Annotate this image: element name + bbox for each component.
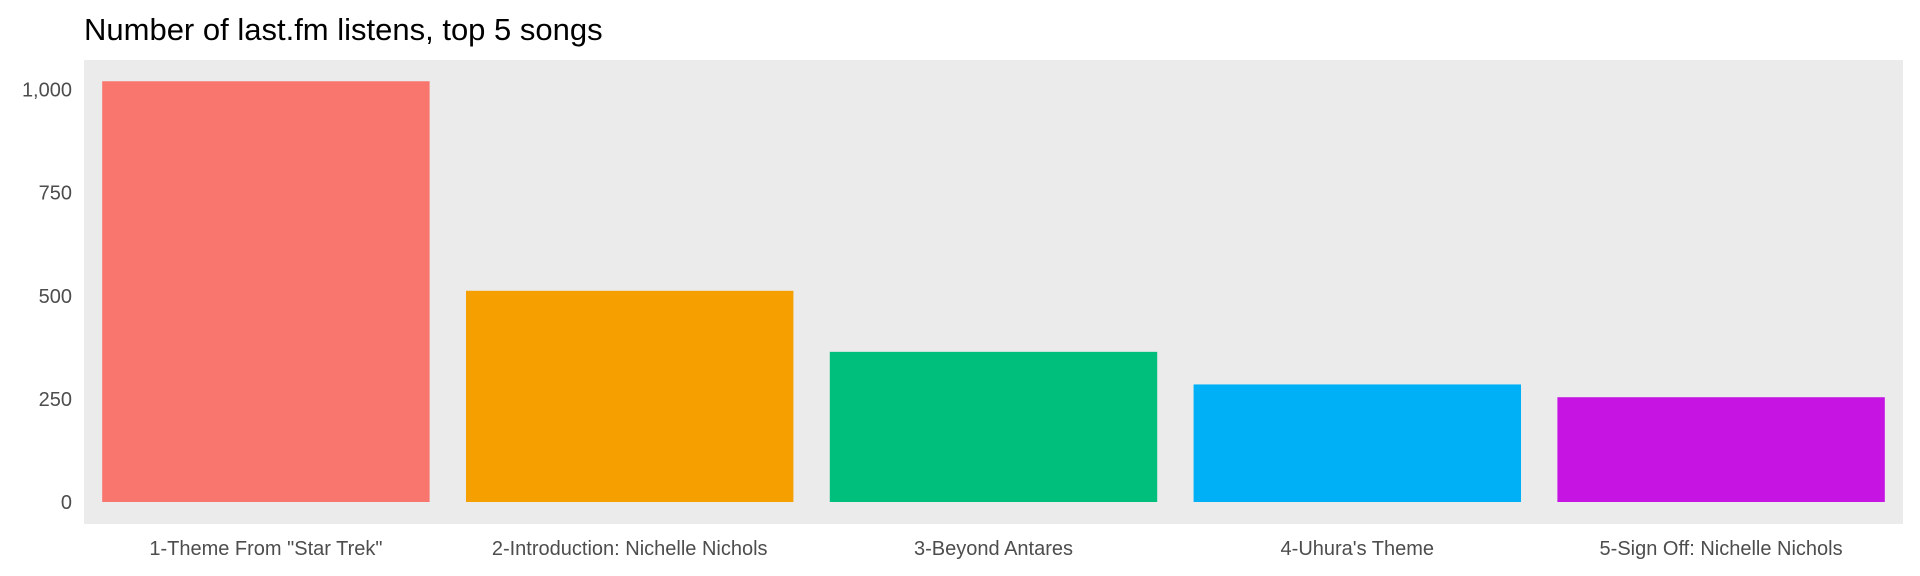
x-axis: 1-Theme From "Star Trek" 2-Introduction: … (149, 538, 1842, 560)
bar (1557, 397, 1885, 502)
chart-title: Number of last.fm listens, top 5 songs (84, 12, 603, 47)
bars-group (102, 81, 1885, 502)
x-tick-label: 1-Theme From "Star Trek" (149, 538, 382, 560)
y-tick-label: 750 (39, 183, 72, 205)
bar (829, 351, 1158, 502)
bar (102, 81, 430, 502)
x-tick-label: 4-Uhura's Theme (1281, 538, 1435, 560)
y-tick-label: 1,000 (22, 80, 72, 102)
x-tick-label: 5-Sign Off: Nichelle Nichols (1600, 538, 1843, 560)
y-tick-label: 500 (39, 286, 72, 308)
bar (465, 290, 794, 502)
bar (1193, 384, 1522, 502)
y-tick-label: 0 (61, 492, 72, 514)
x-tick-label: 3-Beyond Antares (914, 538, 1073, 560)
y-axis: 0 250 500 750 1,000 (22, 80, 72, 515)
x-tick-label: 2-Introduction: Nichelle Nichols (492, 538, 768, 560)
y-tick-label: 250 (39, 389, 72, 411)
